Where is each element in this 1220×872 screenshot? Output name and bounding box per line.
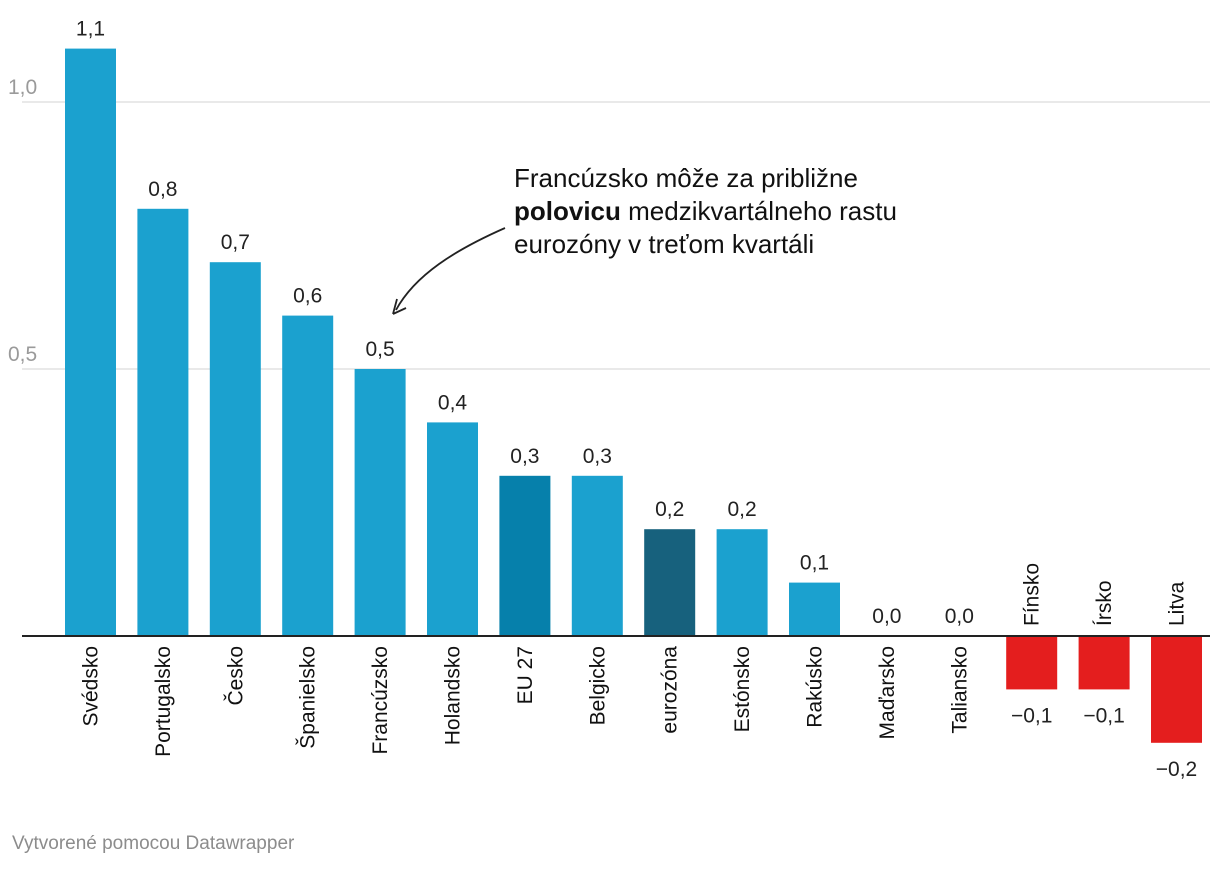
data-label: 0,8 xyxy=(148,178,177,201)
annotation-text: Francúzsko môže za približne polovicu me… xyxy=(514,162,954,261)
data-label: −0,2 xyxy=(1156,758,1197,781)
bar xyxy=(282,315,334,636)
x-tick-label: Rakúsko xyxy=(804,646,827,728)
x-tick-label: Svédsko xyxy=(80,646,103,727)
bar xyxy=(644,529,696,636)
x-tick-label: Španielsko xyxy=(297,646,320,749)
bars xyxy=(65,48,1202,743)
data-label: 0,2 xyxy=(727,498,756,521)
bar xyxy=(137,208,189,637)
annotation-text-start: Francúzsko môže za približne xyxy=(514,163,858,193)
data-label: 0,0 xyxy=(872,605,901,628)
bar xyxy=(1151,636,1202,743)
bar xyxy=(716,529,768,636)
x-tick-label: Maďarsko xyxy=(876,646,899,739)
bar xyxy=(1006,636,1058,690)
x-tick-label: eurozóna xyxy=(659,646,682,734)
bar xyxy=(499,475,551,636)
y-tick-label: 1,0 xyxy=(8,76,37,99)
data-label: 0,6 xyxy=(293,285,322,308)
y-tick-label: 0,5 xyxy=(8,343,37,366)
bar xyxy=(65,48,116,637)
x-tick-label: Fínsko xyxy=(1021,563,1044,626)
x-tick-label: Česko xyxy=(224,646,247,706)
bar xyxy=(427,422,478,636)
bar xyxy=(354,369,406,636)
data-label: 0,3 xyxy=(510,445,539,468)
annotation-text-bold: polovicu xyxy=(514,196,621,226)
x-tick-label: Portugalsko xyxy=(152,646,175,757)
data-label: 0,0 xyxy=(945,605,974,628)
data-label: 0,2 xyxy=(655,498,684,521)
data-label: 1,1 xyxy=(76,18,105,41)
data-label: 0,1 xyxy=(800,552,829,575)
bar xyxy=(1078,636,1130,690)
x-tick-label: Taliansko xyxy=(948,646,971,734)
data-label: −0,1 xyxy=(1011,704,1052,727)
x-tick-label: Írsko xyxy=(1093,580,1116,626)
bar xyxy=(789,582,840,636)
x-tick-label: Holandsko xyxy=(442,646,465,745)
bar xyxy=(209,262,261,636)
credit-text: Vytvorené pomocou Datawrapper xyxy=(12,833,295,854)
x-tick-label: Francúzsko xyxy=(369,646,392,755)
annotation-arrow xyxy=(392,227,506,315)
x-tick-label: EU 27 xyxy=(514,646,537,704)
data-label: 0,3 xyxy=(583,445,612,468)
annotation-text-end: medzikvartálneho rastu eurozóny v treťom… xyxy=(514,196,897,259)
x-tick-label: Litva xyxy=(1166,581,1189,626)
x-tick-label: Belgicko xyxy=(586,646,609,725)
labels: 1,1 Svédsko 0,8 Portugalsko 0,7 Česko 0,6 Špani… xyxy=(76,18,1197,781)
bar xyxy=(571,475,623,636)
data-label: −0,1 xyxy=(1083,704,1124,727)
data-label: 0,5 xyxy=(365,338,394,361)
data-label: 0,4 xyxy=(438,391,468,414)
data-label: 0,7 xyxy=(221,231,250,254)
x-tick-label: Estónsko xyxy=(731,646,754,732)
